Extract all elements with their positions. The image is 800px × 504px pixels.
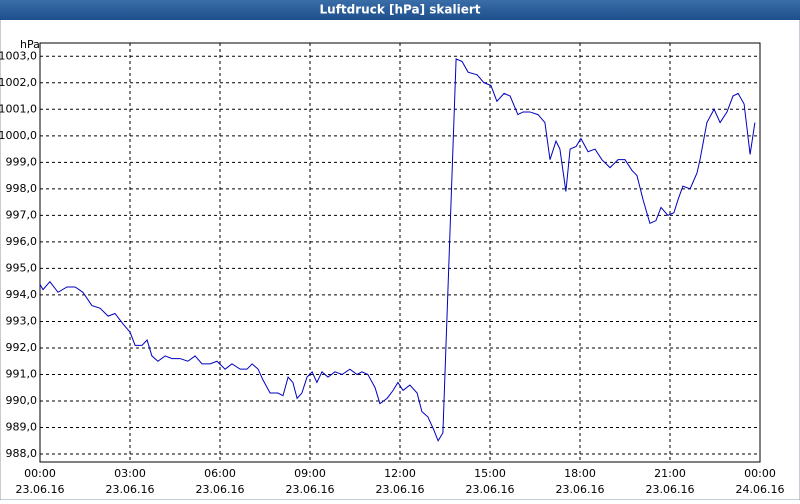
x-tick-date: 23.06.16 <box>106 483 155 496</box>
x-tick-label: 00:00 <box>24 467 56 480</box>
chart-title: Luftdruck [hPa] skaliert <box>320 3 481 17</box>
x-tick-label: 06:00 <box>204 467 236 480</box>
y-tick-label: 1000,0 <box>0 129 37 142</box>
y-tick-label: 996,0 <box>6 235 38 248</box>
y-tick-label: 995,0 <box>6 261 38 274</box>
y-tick-label: 994,0 <box>6 288 38 301</box>
x-tick-date: 23.06.16 <box>556 483 605 496</box>
x-tick-label: 15:00 <box>474 467 506 480</box>
x-tick-date: 23.06.16 <box>16 483 65 496</box>
y-tick-label: 990,0 <box>6 394 38 407</box>
y-tick-label: 991,0 <box>6 367 38 380</box>
y-tick-label: 1002,0 <box>0 76 37 89</box>
y-tick-label: 992,0 <box>6 341 38 354</box>
y-tick-label: 1003,0 <box>0 49 37 62</box>
x-tick-label: 21:00 <box>654 467 686 480</box>
x-tick-label: 18:00 <box>564 467 596 480</box>
x-tick-date: 23.06.16 <box>376 483 425 496</box>
y-tick-label: 999,0 <box>6 155 38 168</box>
x-tick-date: 24.06.16 <box>736 483 785 496</box>
y-tick-label: 1001,0 <box>0 102 37 115</box>
x-tick-label: 09:00 <box>294 467 326 480</box>
y-tick-label: 988,0 <box>6 447 38 460</box>
y-tick-label: 997,0 <box>6 208 38 221</box>
y-unit: hPa <box>20 38 40 51</box>
y-tick-label: 993,0 <box>6 314 38 327</box>
x-tick-date: 23.06.16 <box>196 483 245 496</box>
y-tick-label: 998,0 <box>6 182 38 195</box>
x-tick-label: 00:00 <box>744 467 776 480</box>
x-tick-label: 03:00 <box>114 467 146 480</box>
title-bar <box>0 0 800 20</box>
x-tick-label: 12:00 <box>384 467 416 480</box>
x-tick-date: 23.06.16 <box>646 483 695 496</box>
x-tick-date: 23.06.16 <box>466 483 515 496</box>
line-series <box>39 58 756 442</box>
x-tick-date: 23.06.16 <box>286 483 335 496</box>
y-tick-label: 989,0 <box>6 421 38 434</box>
